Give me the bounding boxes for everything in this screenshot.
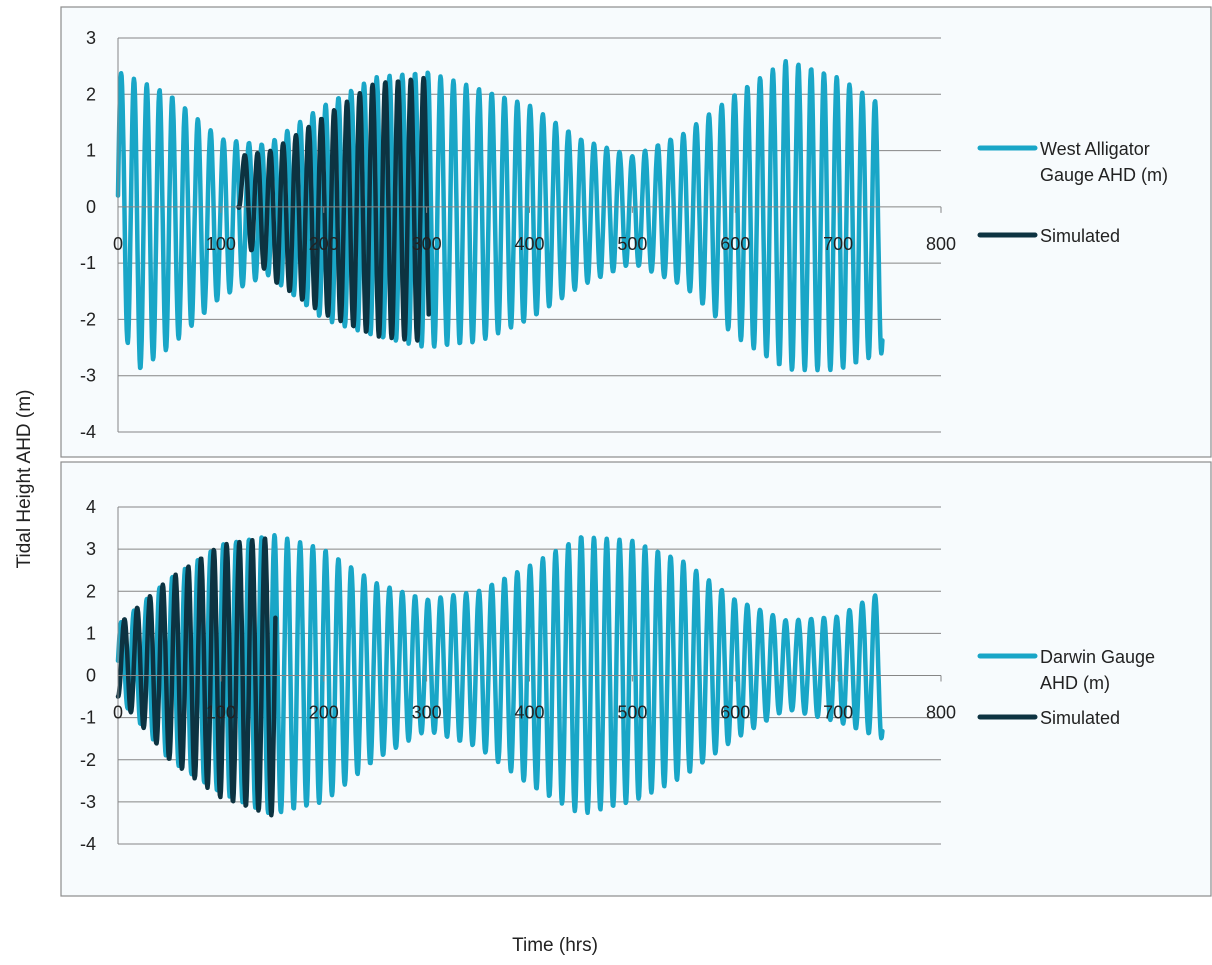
series-lines xyxy=(115,533,885,818)
y-tick-label: -1 xyxy=(80,708,96,728)
y-tick-label: 1 xyxy=(86,623,96,643)
legend-label-observed: Darwin Gauge AHD (m) xyxy=(1040,647,1155,693)
x-tick-label: 400 xyxy=(514,234,544,254)
y-tick-label: 1 xyxy=(86,141,96,161)
x-tick-label: 600 xyxy=(720,234,750,254)
legend: West Alligator Gauge AHD (m) Simulated xyxy=(977,139,1168,246)
axes: 4 3 2 1 0 -1 -2 -3 -4 0 100 200 300 400 500 600 700 800 xyxy=(80,497,956,854)
series-lines xyxy=(115,58,885,373)
x-tick-label: 0 xyxy=(113,234,123,254)
x-tick-label: 600 xyxy=(720,703,750,723)
y-axis-label: Tidal Height AHD (m) xyxy=(14,390,35,569)
series-line-observed xyxy=(115,58,885,373)
series-line-observed xyxy=(115,533,885,816)
y-tick-label: -3 xyxy=(80,792,96,812)
legend-label-simulated: Simulated xyxy=(1040,708,1120,728)
y-tick-label: -1 xyxy=(80,253,96,273)
x-tick-label: 800 xyxy=(926,234,956,254)
legend: Darwin Gauge AHD (m) Simulated xyxy=(977,647,1155,728)
x-tick-label: 300 xyxy=(412,234,442,254)
x-tick-label: 700 xyxy=(823,234,853,254)
y-tick-label: -3 xyxy=(80,366,96,386)
x-tick-label: 100 xyxy=(206,234,236,254)
y-tick-label: 2 xyxy=(86,84,96,104)
y-tick-label: 2 xyxy=(86,581,96,601)
y-tick-label: 3 xyxy=(86,539,96,559)
y-tick-label: 0 xyxy=(86,666,96,686)
x-tick-label: 200 xyxy=(309,234,339,254)
x-tick-label: 400 xyxy=(514,703,544,723)
y-tick-label: -4 xyxy=(80,834,96,854)
series-line-simulated xyxy=(236,75,431,343)
x-tick-label: 300 xyxy=(412,703,442,723)
darwin-panel: 4 3 2 1 0 -1 -2 -3 -4 0 100 200 300 400 500 600 700 800 D… xyxy=(60,461,1212,897)
west-alligator-panel: 3 2 1 0 -1 -2 -3 -4 0 100 200 300 400 500 600 700 800 We… xyxy=(60,6,1212,458)
axes: 3 2 1 0 -1 -2 -3 -4 0 100 200 300 400 500 600 700 800 xyxy=(80,28,956,442)
x-tick-label: 800 xyxy=(926,703,956,723)
grid-lines xyxy=(118,37,941,433)
y-tick-label: -2 xyxy=(80,309,96,329)
y-tick-label: -4 xyxy=(80,422,96,442)
legend-label-observed: West Alligator Gauge AHD (m) xyxy=(1040,139,1168,185)
x-tick-label: 100 xyxy=(206,703,236,723)
y-tick-label: -2 xyxy=(80,750,96,770)
y-tick-label: 4 xyxy=(86,497,96,517)
x-tick-label: 700 xyxy=(823,703,853,723)
x-tick-label: 500 xyxy=(617,703,647,723)
x-tick-label: 500 xyxy=(617,234,647,254)
y-tick-label: 3 xyxy=(86,28,96,48)
legend-label-simulated: Simulated xyxy=(1040,226,1120,246)
x-axis-label: Time (hrs) xyxy=(512,935,598,956)
x-tick-label: 200 xyxy=(309,703,339,723)
y-tick-label: 0 xyxy=(86,197,96,217)
series-line-simulated xyxy=(115,536,278,818)
x-tick-label: 0 xyxy=(113,703,123,723)
